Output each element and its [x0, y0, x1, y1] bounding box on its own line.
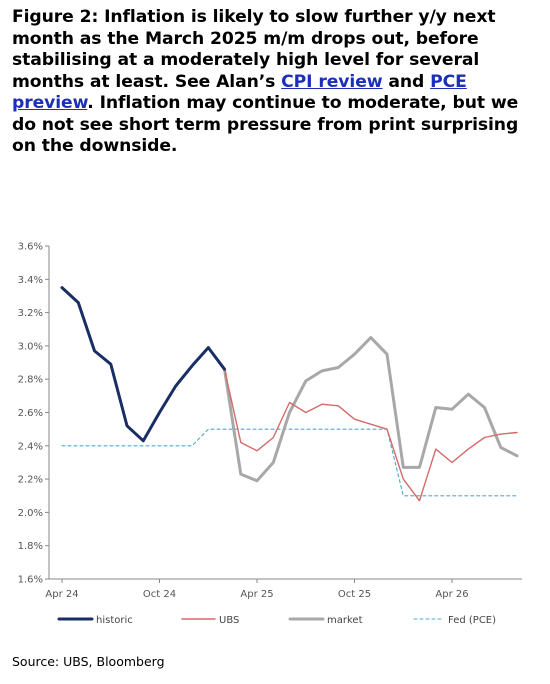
y-tick-label: 2.6% [18, 408, 43, 419]
x-tick-label: Apr 25 [240, 589, 273, 600]
inflation-line-chart: 3.6% 3.4% 3.2% 3.0% 2.8% 2.6% 2.4% 2.2% 2.0% 1.8%… [0, 215, 550, 650]
y-tick-label: 2.0% [18, 508, 43, 519]
caption-text-1: Figure 2: Inflation is likely to slow fu… [12, 7, 496, 92]
x-tick-label: Oct 25 [338, 589, 371, 600]
legend-label-historic: historic [96, 615, 133, 626]
caption-text-3: . Inflation may continue to moderate, bu… [12, 93, 519, 156]
source-note: Source: UBS, Bloomberg [12, 654, 165, 669]
y-tick-label: 1.8% [18, 541, 43, 552]
series-line-UBS [223, 368, 518, 502]
series-line-fed [61, 428, 518, 497]
figure-caption: Figure 2: Inflation is likely to slow fu… [12, 7, 544, 158]
y-tick-label: 3.2% [18, 308, 43, 319]
caption-text-2: and [382, 71, 431, 92]
y-tick-label: 3.4% [18, 275, 43, 286]
cpi-review-link[interactable]: CPI review [281, 71, 383, 92]
y-tick-label: 3.0% [18, 341, 43, 352]
pce-preview-link[interactable]: PCE preview [12, 71, 467, 114]
y-tick-label: 2.4% [18, 441, 43, 452]
legend-label-UBS: UBS [219, 615, 239, 626]
y-tick-label: 1.6% [18, 575, 43, 586]
series-line-market [223, 336, 519, 483]
x-tick-label: Apr 26 [435, 589, 468, 600]
legend-label-market: market [327, 615, 363, 626]
y-tick-label: 2.2% [18, 475, 43, 486]
legend-label-fed: Fed (PCE) [448, 615, 496, 626]
y-tick-label: 2.8% [18, 375, 43, 386]
series-line-historic [60, 286, 226, 443]
y-tick-label: 3.6% [18, 242, 43, 253]
x-tick-label: Oct 24 [143, 589, 176, 600]
x-tick-label: Apr 24 [45, 589, 78, 600]
